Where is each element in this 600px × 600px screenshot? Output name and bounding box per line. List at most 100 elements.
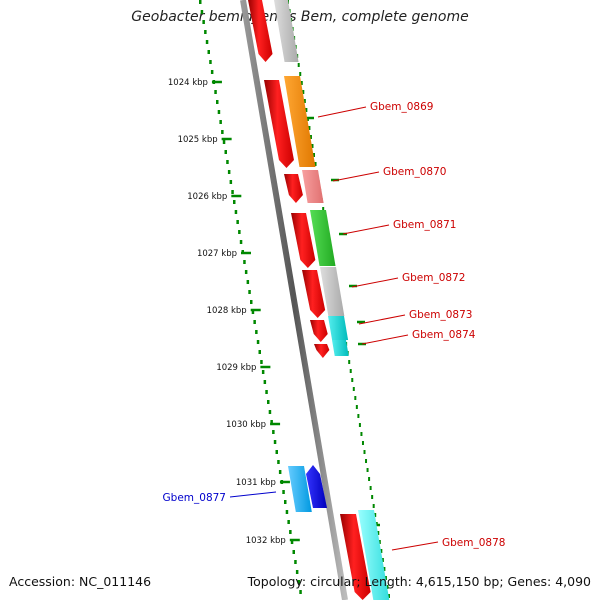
scale-dot: [265, 390, 268, 394]
scale-dot: [222, 140, 226, 144]
gene-orange: [284, 76, 316, 167]
guide-dot: [302, 90, 305, 94]
scale-dot: [295, 570, 299, 574]
scale-dot: [285, 510, 289, 514]
scale-dot: [239, 240, 243, 244]
guide-dot: [358, 423, 361, 427]
scale-dot: [294, 560, 297, 564]
guide-dot: [360, 432, 363, 436]
guide-dot: [303, 99, 306, 103]
guide-dot: [355, 405, 358, 409]
gene-label[interactable]: Gbem_0878: [442, 537, 505, 549]
gene-label[interactable]: Gbem_0877: [163, 492, 226, 504]
gene-label[interactable]: Gbem_0870: [383, 166, 446, 178]
scale-dot: [290, 540, 294, 544]
scale-dot: [299, 590, 302, 594]
scale-dot: [261, 370, 265, 374]
guide-dot: [363, 450, 366, 454]
scale-dot: [246, 280, 250, 284]
gene-track: [248, 0, 390, 600]
scale-dot: [270, 420, 273, 424]
scale-dot: [258, 350, 261, 354]
scale-dot: [284, 500, 287, 504]
scale-label: 1028 kbp: [207, 306, 247, 316]
guide-dot: [314, 162, 317, 166]
gene-label[interactable]: Gbem_0874: [412, 329, 476, 341]
guide-dot: [372, 504, 375, 508]
scale-dot: [255, 330, 258, 334]
gene-leader-line: [317, 106, 367, 118]
guide-dot: [300, 81, 303, 85]
scale-dot: [272, 430, 275, 434]
gene-red: [310, 320, 328, 342]
scale-dot: [263, 380, 267, 384]
scale-dot: [275, 450, 278, 454]
guide-dot: [352, 387, 355, 391]
gene-leader-line: [361, 334, 409, 345]
scale-dot: [253, 320, 256, 324]
scale-dot: [250, 300, 253, 304]
scale-dot: [229, 180, 233, 184]
guide-dot: [348, 360, 351, 364]
gene-cyan: [358, 510, 390, 600]
guide-dot: [387, 594, 390, 598]
guide-dot: [378, 540, 381, 544]
gene-salmon: [302, 170, 324, 203]
guide-dot: [354, 396, 357, 400]
scale-dot: [214, 90, 217, 94]
scale-dot: [267, 400, 270, 404]
guide-dot: [308, 126, 311, 130]
gene-cyan: [332, 340, 349, 356]
gene-leader-line: [351, 277, 399, 288]
genome-title: Geobacter bemidjiensis Bem, complete gen…: [131, 9, 469, 25]
scale-dot: [226, 160, 229, 164]
scale-dot: [210, 70, 214, 74]
scale-dot: [209, 60, 212, 64]
gene-leader-line: [358, 314, 406, 325]
gene-red: [302, 270, 326, 318]
scale-dot: [268, 410, 272, 414]
guide-dot: [297, 63, 300, 67]
topology-text: Topology: circular; Length: 4,615,150 bp…: [247, 574, 591, 589]
accession-text: Accession: NC_011146: [9, 574, 152, 589]
gene-label[interactable]: Gbem_0869: [370, 101, 433, 113]
guide-dot: [383, 567, 386, 571]
guide-dot: [380, 549, 383, 553]
guide-dot: [305, 108, 308, 112]
gene-label[interactable]: Gbem_0873: [409, 309, 472, 321]
gene-label-layer: Gbem_0869 Gbem_0870 Gbem_0871 Gbem_0872 Gbem…: [163, 101, 505, 551]
scale-dot: [256, 340, 260, 344]
dna-backbone: [240, 0, 348, 600]
gene-blue: [306, 465, 327, 508]
guide-dot: [322, 207, 325, 211]
gene-label[interactable]: Gbem_0872: [402, 272, 465, 284]
scale-dot: [238, 230, 241, 234]
scale-dot: [260, 360, 263, 364]
scale-label: 1032 kbp: [246, 536, 286, 546]
scale-label: 1029 kbp: [216, 363, 256, 373]
gene-red: [314, 344, 330, 358]
gene-red: [340, 514, 371, 600]
scale-dot: [207, 50, 210, 54]
guide-dot: [361, 441, 364, 445]
gene-skyblue: [288, 466, 312, 512]
scale-dot: [227, 170, 231, 174]
scale-dot: [287, 520, 290, 524]
scale-dot: [244, 270, 248, 274]
scale-dot: [236, 220, 239, 224]
scale-label: 1030 kbp: [226, 420, 266, 430]
gene-gray: [320, 267, 345, 316]
gene-label[interactable]: Gbem_0871: [393, 219, 456, 231]
scale-dot: [292, 550, 295, 554]
gene-green: [310, 210, 336, 266]
gene-leader-line: [332, 171, 380, 182]
guide-dot: [374, 513, 377, 517]
guide-dot: [351, 378, 354, 382]
guide-dot: [309, 135, 312, 139]
scale-dot: [221, 130, 224, 134]
guide-dot: [384, 576, 387, 580]
guide-dot: [368, 477, 371, 481]
scale-dot: [233, 200, 236, 204]
scale-label: 1031 kbp: [236, 478, 276, 488]
gene-red: [291, 213, 316, 268]
